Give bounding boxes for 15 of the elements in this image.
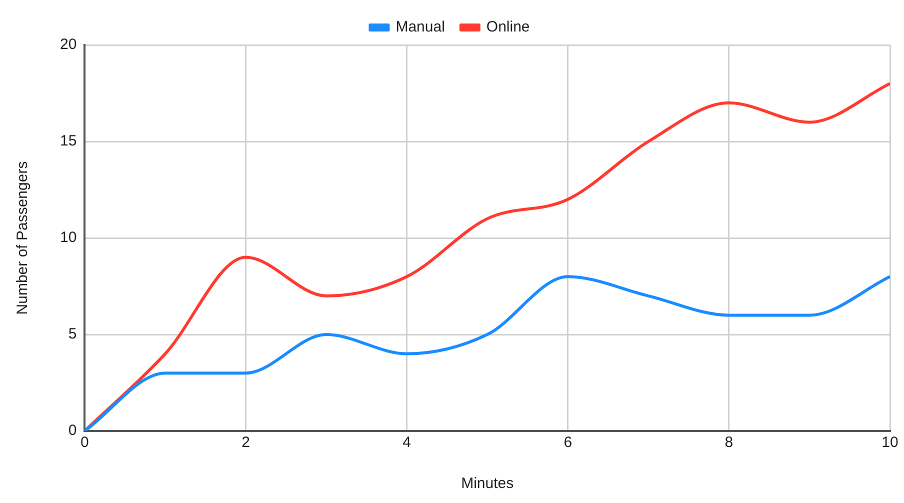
x-tick-label: 6: [564, 434, 572, 452]
x-tick-label: 8: [724, 434, 734, 452]
y-tick-label: 15: [60, 132, 77, 150]
y-tick-label: 20: [60, 36, 77, 54]
legend-label: Manual: [396, 18, 445, 36]
x-tick-label: 10: [882, 434, 898, 452]
y-tick-label: 0: [68, 422, 77, 440]
y-tick-label: 5: [68, 326, 77, 343]
x-tick-label: 4: [402, 434, 411, 452]
legend-label: Online: [486, 18, 530, 36]
x-axis-title: Minutes: [461, 475, 514, 492]
y-tick-label: 10: [60, 229, 77, 246]
x-tick-label: 2: [242, 434, 250, 452]
x-tick-label: 0: [80, 434, 89, 452]
y-axis-title: Number of Passengers: [14, 161, 32, 315]
